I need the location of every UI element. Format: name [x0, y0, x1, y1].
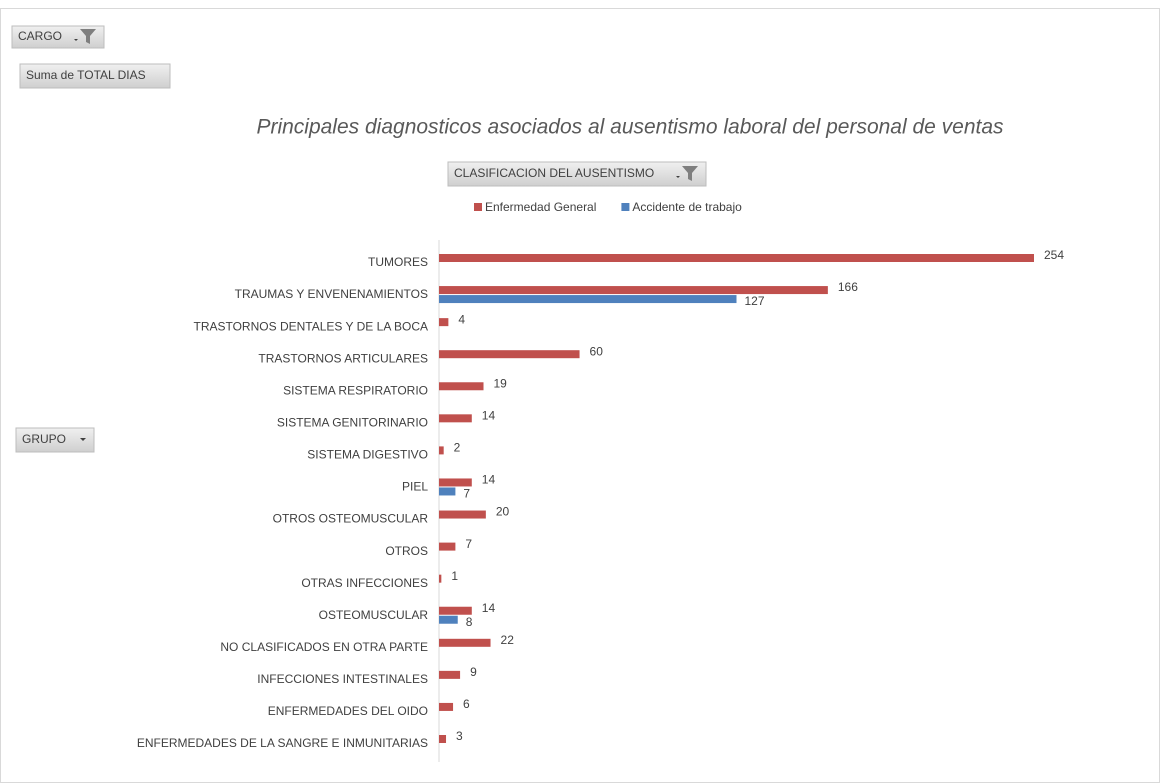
- bar: [439, 574, 442, 583]
- values-button[interactable]: Suma de TOTAL DIAS: [19, 63, 171, 89]
- bar: [439, 382, 484, 391]
- value-label: 2: [454, 441, 461, 455]
- y-tick-label: PIEL: [402, 480, 428, 494]
- bar: [439, 350, 580, 359]
- y-tick-label: SISTEMA RESPIRATORIO: [283, 383, 428, 397]
- bar: [439, 286, 828, 295]
- cargo-button[interactable]: CARGO: [11, 25, 105, 49]
- y-tick-label: OSTEOMUSCULAR: [319, 608, 429, 622]
- value-label: 19: [494, 376, 508, 390]
- legend-swatch: [621, 203, 630, 211]
- legend-button[interactable]: CLASIFICACION DEL AUSENTISMO: [447, 161, 707, 187]
- bar: [439, 735, 447, 743]
- bar: [439, 638, 491, 647]
- legend-swatch: [474, 203, 482, 211]
- value-label: 3: [456, 729, 463, 743]
- bar: [439, 510, 486, 519]
- chart-title: Principales diagnosticos asociados al au…: [256, 116, 1004, 139]
- bar: [439, 295, 737, 304]
- value-label: 9: [470, 665, 477, 679]
- value-label: 127: [745, 294, 765, 308]
- grupo-button[interactable]: GRUPO: [15, 427, 95, 453]
- y-tick-label: OTRAS INFECCIONES: [301, 576, 428, 590]
- bar: [439, 606, 472, 615]
- value-label: 14: [482, 601, 496, 615]
- value-label: 254: [1044, 248, 1064, 262]
- bar: [439, 318, 449, 327]
- values-label: Suma de TOTAL DIAS: [26, 68, 146, 82]
- value-label: 60: [590, 344, 604, 358]
- value-label: 8: [466, 615, 473, 629]
- y-tick-label: TRAUMAS Y ENVENENAMIENTOS: [235, 287, 428, 301]
- value-label: 166: [838, 280, 858, 294]
- bar: [439, 446, 444, 455]
- value-label: 4: [458, 312, 465, 326]
- value-label: 1: [451, 569, 458, 583]
- value-label: 7: [465, 537, 472, 551]
- y-tick-label: OTROS OSTEOMUSCULAR: [273, 512, 429, 526]
- y-tick-label: ENFERMEDADES DE LA SANGRE E INMUNITARIAS: [137, 736, 428, 750]
- value-label: 22: [501, 633, 515, 647]
- cargo-label: CARGO: [18, 29, 62, 43]
- legend-label: Accidente de trabajo: [632, 200, 742, 214]
- bar: [439, 254, 1034, 262]
- bar: [439, 487, 456, 496]
- bar: [439, 414, 472, 423]
- bar: [439, 670, 461, 679]
- y-tick-label: SISTEMA GENITORINARIO: [277, 416, 428, 430]
- value-label: 7: [463, 487, 470, 501]
- grupo-label: GRUPO: [22, 432, 66, 446]
- value-label: 6: [463, 697, 470, 711]
- y-tick-label: NO CLASIFICADOS EN OTRA PARTE: [220, 640, 428, 654]
- y-tick-label: OTROS: [385, 544, 428, 558]
- y-tick-label: ENFERMEDADES DEL OIDO: [268, 704, 428, 718]
- bar: [439, 615, 458, 624]
- legend-label: Enfermedad General: [485, 200, 596, 214]
- y-tick-label: TRASTORNOS DENTALES Y DE LA BOCA: [193, 319, 428, 333]
- y-tick-label: INFECCIONES INTESTINALES: [257, 672, 428, 686]
- legend-field-label: CLASIFICACION DEL AUSENTISMO: [454, 166, 654, 180]
- value-label: 14: [482, 409, 496, 423]
- bar: [439, 702, 454, 711]
- value-label: 14: [482, 473, 496, 487]
- y-tick-label: TRASTORNOS ARTICULARES: [258, 351, 428, 365]
- bar: [439, 478, 472, 487]
- value-label: 20: [496, 505, 510, 519]
- y-tick-label: SISTEMA DIGESTIVO: [307, 448, 428, 462]
- bar: [439, 542, 456, 551]
- y-tick-label: TUMORES: [368, 255, 428, 269]
